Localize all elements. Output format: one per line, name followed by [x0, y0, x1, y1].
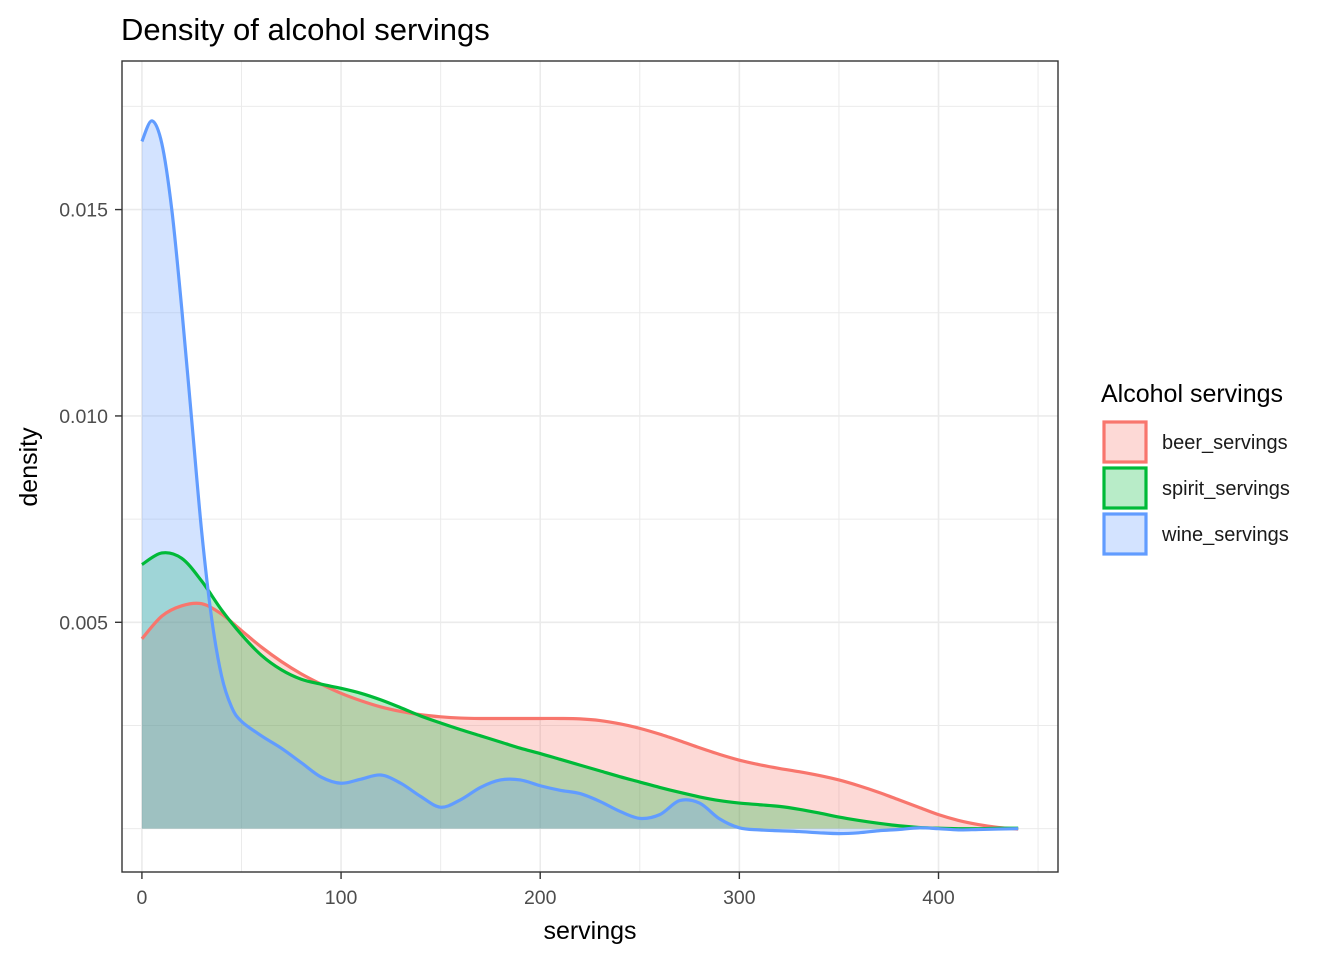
line-wine_servings	[140, 119, 1019, 836]
legend-key-beer_servings	[1102, 420, 1148, 464]
legend-title: Alcohol servings	[1101, 380, 1283, 408]
legend-label-beer_servings: beer_servings	[1162, 432, 1288, 454]
x-tick-label: 0	[136, 887, 147, 909]
x-tick-label: 200	[524, 887, 557, 909]
legend-label-spirit_servings: spirit_servings	[1162, 478, 1290, 500]
x-axis-title: servings	[543, 917, 636, 945]
panel-border	[121, 60, 1059, 873]
plot-panel	[121, 60, 1059, 873]
area-spirit_servings	[141, 552, 1019, 829]
y-axis: 0.005 0.010 0.015	[59, 200, 122, 634]
legend-label-wine_servings: wine_servings	[1161, 524, 1289, 546]
y-tick-label: 0.010	[59, 406, 108, 428]
y-tick-label: 0.005	[59, 612, 108, 634]
line-beer_servings	[140, 601, 1019, 831]
legend-key-wine_servings	[1102, 512, 1148, 556]
legend-key-spirit_servings	[1102, 466, 1148, 510]
density-lines	[140, 119, 1019, 836]
x-tick-label: 300	[723, 887, 756, 909]
y-tick-label: 0.015	[59, 200, 108, 222]
major-gridlines	[122, 61, 1058, 872]
x-tick-label: 100	[325, 887, 358, 909]
legend-items: beer_servings spirit_servings wine_serving…	[1102, 420, 1290, 556]
minor-gridlines	[122, 61, 1058, 872]
x-tick-label: 400	[922, 887, 955, 909]
x-axis: 0 100 200 300 400	[136, 872, 955, 909]
line-spirit_servings	[141, 551, 1019, 831]
area-wine_servings	[141, 120, 1019, 834]
panel-background	[122, 61, 1058, 872]
legend: Alcohol servings beer_servings spirit_ser…	[1101, 380, 1290, 556]
y-axis-title: density	[15, 427, 43, 507]
chart-title: Density of alcohol servings	[121, 12, 490, 47]
